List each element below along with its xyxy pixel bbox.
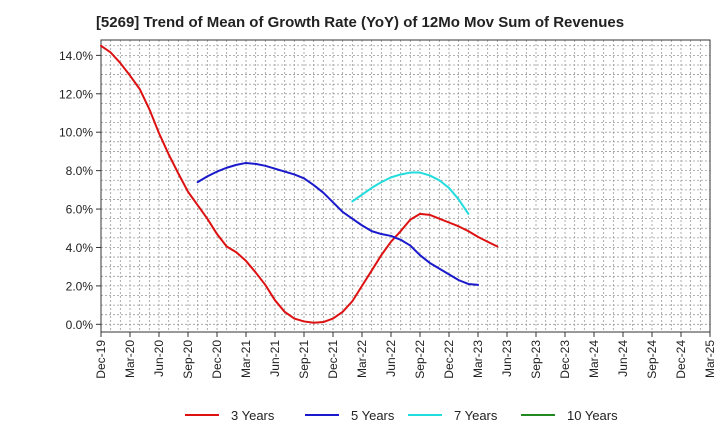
x-tick-label: Dec-24 [674, 340, 688, 379]
x-tick-label: Mar-23 [471, 340, 485, 378]
legend-label: 10 Years [567, 407, 618, 423]
x-tick-label: Sep-23 [529, 340, 543, 379]
chart-legend: 3 Years 5 Years 7 Years 10 Years [0, 405, 720, 425]
legend-item-3-years: 3 Years [185, 405, 274, 425]
x-tick-label: Jun-21 [268, 340, 282, 377]
x-tick-label: Sep-22 [413, 340, 427, 379]
x-tick-label: Jun-23 [500, 340, 514, 377]
x-tick-label: Jun-24 [616, 340, 630, 377]
legend-item-10-years: 10 Years [521, 405, 618, 425]
x-tick-label: Mar-25 [703, 340, 717, 378]
y-tick-label: 4.0% [66, 241, 94, 255]
y-tick-label: 0.0% [66, 318, 94, 332]
legend-item-5-years: 5 Years [305, 405, 394, 425]
legend-label: 3 Years [231, 407, 275, 423]
y-tick-label: 8.0% [66, 164, 94, 178]
y-tick-label: 12.0% [59, 87, 93, 101]
x-tick-label: Dec-23 [558, 340, 572, 379]
legend-swatch [408, 414, 442, 416]
x-tick-label: Sep-24 [645, 340, 659, 379]
x-tick-label: Sep-21 [297, 340, 311, 379]
x-tick-label: Dec-21 [326, 340, 340, 379]
x-tick-label: Jun-20 [152, 340, 166, 377]
legend-item-7-years: 7 Years [408, 405, 497, 425]
x-tick-label: Dec-22 [442, 340, 456, 379]
legend-swatch [185, 414, 219, 416]
x-tick-label: Dec-20 [210, 340, 224, 379]
y-tick-label: 10.0% [59, 126, 93, 140]
x-tick-label: Mar-21 [239, 340, 253, 378]
y-tick-label: 6.0% [66, 203, 94, 217]
x-tick-label: Mar-20 [123, 340, 137, 378]
x-tick-label: Mar-24 [587, 340, 601, 378]
y-tick-label: 14.0% [59, 49, 93, 63]
x-tick-label: Dec-19 [94, 340, 108, 379]
plot-frame [100, 39, 711, 333]
x-tick-label: Mar-22 [355, 340, 369, 378]
legend-swatch [305, 414, 339, 416]
series-line-5-years [196, 161, 479, 286]
y-tick-label: 2.0% [66, 279, 94, 293]
legend-label: 5 Years [351, 407, 395, 423]
series-line-3-years [100, 44, 499, 324]
legend-swatch [521, 414, 555, 416]
legend-label: 7 Years [454, 407, 498, 423]
chart-title: [5269] Trend of Mean of Growth Rate (YoY… [95, 14, 625, 31]
x-tick-label: Jun-22 [384, 340, 398, 377]
x-tick-label: Sep-20 [181, 340, 195, 379]
series-line-7-years [351, 171, 470, 215]
